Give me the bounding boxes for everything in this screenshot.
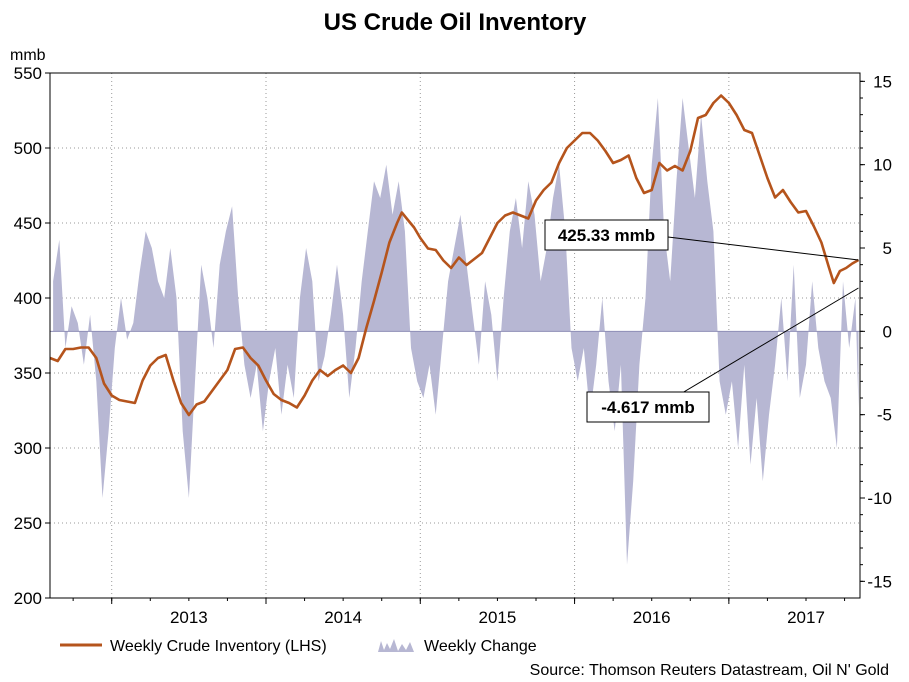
right-tick-label: -5 [877, 406, 892, 425]
left-tick-label: 400 [14, 289, 42, 308]
annotation-leader-change [676, 287, 859, 397]
right-tick-label: 5 [883, 239, 892, 258]
plot-frame [49, 72, 861, 599]
annotation-box-change [586, 391, 710, 423]
annotation-label-inventory: 425.33 mmb [558, 226, 655, 245]
left-axis-unit: mmb [10, 47, 46, 64]
legend: Weekly Crude Inventory (LHS) Weekly Chan… [60, 638, 537, 655]
legend-label-weekly-change: Weekly Change [424, 638, 537, 655]
axes: 550 500 450 400 350 300 250 200 15 10 5 0 -5 -10 -15 20… [14, 64, 892, 627]
left-tick-label: 450 [14, 214, 42, 233]
right-tick-label: -15 [867, 572, 892, 591]
x-tick-label: 2017 [787, 608, 825, 627]
inventory-line [49, 94, 860, 417]
annotation-box-inventory [544, 219, 669, 251]
x-tick-label: 2013 [170, 608, 208, 627]
left-tick-label: 200 [14, 589, 42, 608]
left-tick-label: 300 [14, 439, 42, 458]
left-tick-label: 350 [14, 364, 42, 383]
left-tick-label: 500 [14, 139, 42, 158]
right-tick-label: 10 [873, 156, 892, 175]
annotations: 425.33 mmb -4.617 mmb [544, 219, 859, 423]
right-tick-label: 15 [873, 72, 892, 91]
left-tick-label: 250 [14, 514, 42, 533]
weekly-change-area-group [53, 98, 859, 565]
right-tick-label: 0 [883, 322, 892, 341]
left-tick-label: 550 [14, 64, 42, 83]
legend-label-inventory: Weekly Crude Inventory (LHS) [110, 638, 327, 655]
weekly-change-area [53, 98, 859, 565]
inventory-line-group [49, 94, 860, 417]
annotation-leader-inventory [667, 236, 859, 261]
legend-area-swatch [378, 639, 414, 652]
right-tick-label: -10 [867, 489, 892, 508]
x-tick-label: 2014 [324, 608, 362, 627]
chart-title: US Crude Oil Inventory [324, 9, 587, 36]
source-note: Source: Thomson Reuters Datastream, Oil … [530, 662, 889, 679]
annotation-label-change: -4.617 mmb [601, 398, 695, 417]
x-tick-label: 2015 [479, 608, 517, 627]
x-tick-label: 2016 [633, 608, 671, 627]
